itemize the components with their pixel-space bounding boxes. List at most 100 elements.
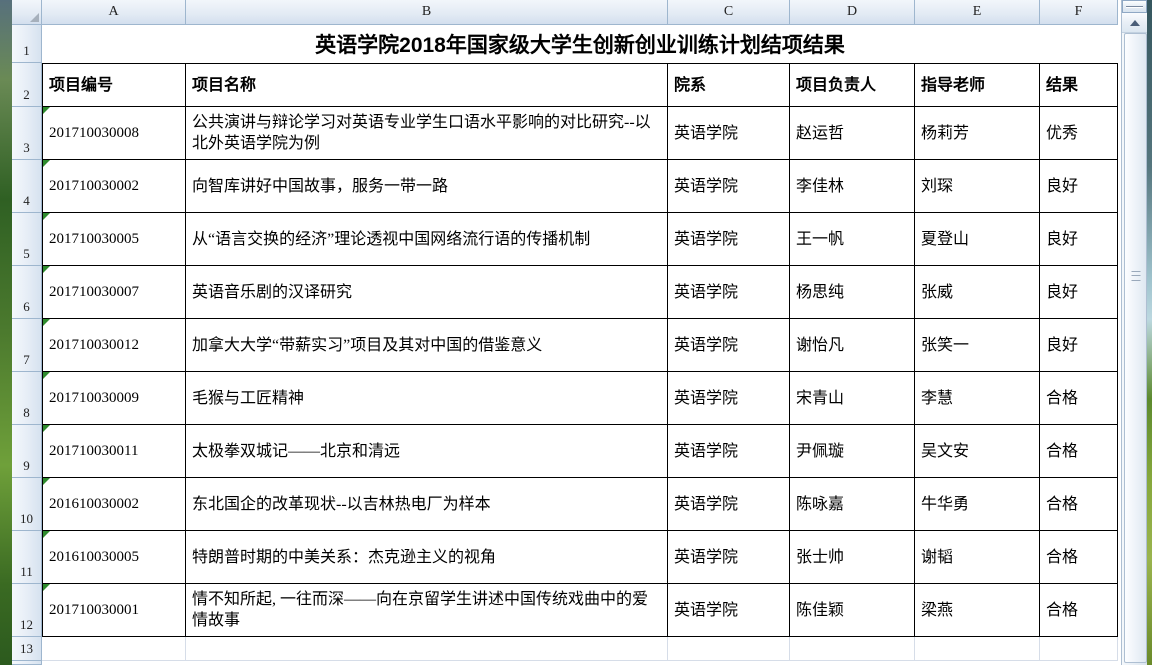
cell-b9[interactable]: 太极拳双城记——北京和清远	[186, 425, 668, 478]
cell-c13[interactable]	[668, 637, 790, 661]
cell-b4[interactable]: 向智库讲好中国故事，服务一带一路	[186, 160, 668, 213]
cell-a11[interactable]: 201610030005	[42, 531, 186, 584]
column-header-e[interactable]: E	[915, 0, 1040, 25]
cell-e5[interactable]: 夏登山	[915, 213, 1040, 266]
cell-a3[interactable]: 201710030008	[42, 107, 186, 160]
cell-a4[interactable]: 201710030002	[42, 160, 186, 213]
cell-b8[interactable]: 毛猴与工匠精神	[186, 372, 668, 425]
row-header-4[interactable]: 4	[12, 160, 42, 213]
cell-b11[interactable]: 特朗普时期的中美关系：杰克逊主义的视角	[186, 531, 668, 584]
vertical-scrollbar[interactable]	[1121, 0, 1147, 665]
scrollbar-thumb[interactable]	[1124, 33, 1147, 663]
row-header-12[interactable]: 12	[12, 584, 42, 637]
table-header-cell[interactable]: 结果	[1040, 63, 1118, 107]
cell-f13[interactable]	[1040, 637, 1118, 661]
table-header-cell[interactable]: 项目编号	[42, 63, 186, 107]
cell-d8[interactable]: 宋青山	[790, 372, 915, 425]
row-header-11[interactable]: 11	[12, 531, 42, 584]
row-header-13[interactable]: 13	[12, 637, 42, 661]
cell-e11[interactable]: 谢韬	[915, 531, 1040, 584]
cell-d10[interactable]: 陈咏嘉	[790, 478, 915, 531]
cell-d12[interactable]: 陈佳颖	[790, 584, 915, 637]
cell-e10[interactable]: 牛华勇	[915, 478, 1040, 531]
column-header-c[interactable]: C	[668, 0, 790, 25]
cell-f12[interactable]: 合格	[1040, 584, 1118, 637]
cell-b7[interactable]: 加拿大大学“带薪实习”项目及其对中国的借鉴意义	[186, 319, 668, 372]
cell-a7[interactable]: 201710030012	[42, 319, 186, 372]
cell-c7[interactable]: 英语学院	[668, 319, 790, 372]
cell-e13[interactable]	[915, 637, 1040, 661]
cell-f11[interactable]: 合格	[1040, 531, 1118, 584]
cell-a9[interactable]: 201710030011	[42, 425, 186, 478]
cell-f5[interactable]: 良好	[1040, 213, 1118, 266]
cell-d3[interactable]: 赵运哲	[790, 107, 915, 160]
cell-f9[interactable]: 合格	[1040, 425, 1118, 478]
cell-c5[interactable]: 英语学院	[668, 213, 790, 266]
cell-e3[interactable]: 杨莉芳	[915, 107, 1040, 160]
cell-e9[interactable]: 吴文安	[915, 425, 1040, 478]
cell-d5[interactable]: 王一帆	[790, 213, 915, 266]
cell-a12[interactable]: 201710030001	[42, 584, 186, 637]
cell-f8[interactable]: 合格	[1040, 372, 1118, 425]
sheet-row	[12, 661, 1121, 665]
cell-a10[interactable]: 201610030002	[42, 478, 186, 531]
cell-c8[interactable]: 英语学院	[668, 372, 790, 425]
cell-a6[interactable]: 201710030007	[42, 266, 186, 319]
cell-c10[interactable]: 英语学院	[668, 478, 790, 531]
row-header-9[interactable]: 9	[12, 425, 42, 478]
cell-d13[interactable]	[790, 637, 915, 661]
row-header-7[interactable]: 7	[12, 319, 42, 372]
cell-b3[interactable]: 公共演讲与辩论学习对英语专业学生口语水平影响的对比研究--以北外英语学院为例	[186, 107, 668, 160]
row-header-8[interactable]: 8	[12, 372, 42, 425]
cell-d6[interactable]: 杨思纯	[790, 266, 915, 319]
cell-a8[interactable]: 201710030009	[42, 372, 186, 425]
column-header-f[interactable]: F	[1040, 0, 1118, 25]
cell-e6[interactable]: 张威	[915, 266, 1040, 319]
cell-b13[interactable]	[186, 637, 668, 661]
table-header-cell[interactable]: 院系	[668, 63, 790, 107]
table-header-cell[interactable]: 项目名称	[186, 63, 668, 107]
cell-c9[interactable]: 英语学院	[668, 425, 790, 478]
cell-b6[interactable]: 英语音乐剧的汉译研究	[186, 266, 668, 319]
column-header-d[interactable]: D	[790, 0, 915, 25]
row-header-2[interactable]: 2	[12, 63, 42, 107]
cell-a13[interactable]	[42, 637, 186, 661]
cell-f3[interactable]: 优秀	[1040, 107, 1118, 160]
cell-a5[interactable]: 201710030005	[42, 213, 186, 266]
row-header-5[interactable]: 5	[12, 213, 42, 266]
cell-f4[interactable]: 良好	[1040, 160, 1118, 213]
row-header-6[interactable]: 6	[12, 266, 42, 319]
cell-b5[interactable]: 从“语言交换的经济”理论透视中国网络流行语的传播机制	[186, 213, 668, 266]
row-header-10[interactable]: 10	[12, 478, 42, 531]
row-header-1[interactable]: 1	[12, 25, 42, 63]
cell-c12[interactable]: 英语学院	[668, 584, 790, 637]
cell-c3[interactable]: 英语学院	[668, 107, 790, 160]
cell-d4[interactable]: 李佳林	[790, 160, 915, 213]
cell-d9[interactable]: 尹佩璇	[790, 425, 915, 478]
table-header-cell[interactable]: 指导老师	[915, 63, 1040, 107]
select-all-button[interactable]	[12, 0, 42, 25]
cell-e8[interactable]: 李慧	[915, 372, 1040, 425]
column-header-b[interactable]: B	[186, 0, 668, 25]
cell-f6[interactable]: 良好	[1040, 266, 1118, 319]
row-header-14[interactable]	[12, 661, 42, 665]
sheet-title-cell[interactable]: 英语学院2018年国家级大学生创新创业训练计划结项结果	[42, 25, 1118, 63]
cell-c11[interactable]: 英语学院	[668, 531, 790, 584]
cell-b10[interactable]: 东北国企的改革现状--以吉林热电厂为样本	[186, 478, 668, 531]
table-header-cell[interactable]: 项目负责人	[790, 63, 915, 107]
cell-c6[interactable]: 英语学院	[668, 266, 790, 319]
cell-d11[interactable]: 张士帅	[790, 531, 915, 584]
scroll-up-button[interactable]	[1122, 13, 1147, 33]
cell-b12[interactable]: 情不知所起, 一往而深——向在京留学生讲述中国传统戏曲中的爱情故事	[186, 584, 668, 637]
row-header-3[interactable]: 3	[12, 107, 42, 160]
column-header-a[interactable]: A	[42, 0, 186, 25]
cell-f7[interactable]: 良好	[1040, 319, 1118, 372]
split-handle[interactable]	[1122, 0, 1147, 13]
cell-e7[interactable]: 张笑一	[915, 319, 1040, 372]
cell-e12[interactable]: 梁燕	[915, 584, 1040, 637]
cell-f10[interactable]: 合格	[1040, 478, 1118, 531]
cell-c4[interactable]: 英语学院	[668, 160, 790, 213]
cell-d7[interactable]: 谢怡凡	[790, 319, 915, 372]
cell-e4[interactable]: 刘琛	[915, 160, 1040, 213]
